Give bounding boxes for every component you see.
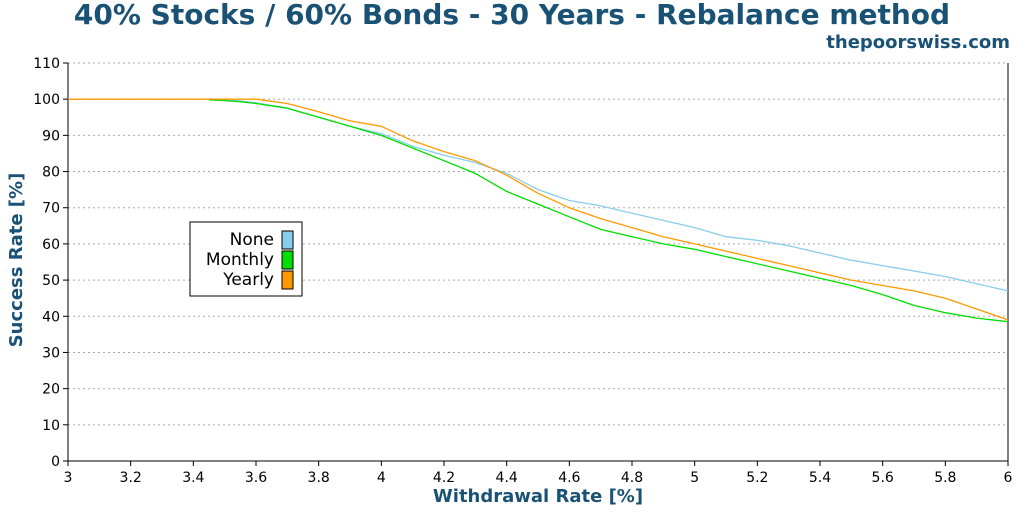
x-tick-label: 4 [377,470,386,486]
series-lines [68,98,1009,323]
x-tick-label: 4.8 [621,470,643,486]
watermark: thepoorswiss.com [826,32,1010,53]
legend-swatch-none [281,230,294,250]
axes: 0 10 20 30 40 50 60 70 80 90 100 110 3 3.2 3.4 3.6 3.8 4 4… [33,56,1012,486]
y-tick-label: 10 [42,418,60,434]
series-line-monthly [208,99,1009,323]
series-line-yearly [68,98,1009,321]
x-tick-label: 6 [1004,470,1013,486]
legend-swatch-yearly [281,270,294,290]
x-tick-label: 4.2 [433,470,455,486]
legend-label-none: None [230,230,274,250]
y-tick-label: 20 [42,382,60,398]
y-tick-label: 0 [51,454,60,470]
y-tick-label: 80 [42,165,60,181]
x-tick-label: 5.4 [809,470,831,486]
y-axis-title: Success Rate [%] [6,173,27,348]
y-tick-label: 40 [42,309,60,325]
grid-lines [68,62,1008,426]
y-tick-label: 60 [42,237,60,253]
x-tick-label: 3.6 [245,470,267,486]
x-tick-label: 5.8 [934,470,956,486]
x-tick-label: 5.6 [872,470,894,486]
x-axis-title: Withdrawal Rate [%] [433,486,643,507]
y-tick-label: 70 [42,201,60,217]
x-tick-label: 5 [690,470,699,486]
x-tick-label: 5.2 [746,470,768,486]
x-tick-label: 3 [64,470,73,486]
x-tick-label: 3.2 [120,470,142,486]
y-tick-label: 100 [33,92,60,108]
x-tick-label: 3.8 [308,470,330,486]
legend-label-monthly: Monthly [206,250,274,270]
legend-swatch-monthly [281,250,294,270]
y-tick-label: 50 [42,273,60,289]
x-tick-label: 4.4 [496,470,518,486]
legend-label-yearly: Yearly [222,270,274,290]
x-tick-label: 3.4 [182,470,204,486]
chart-title: 40% Stocks / 60% Bonds - 30 Years - Reba… [73,0,951,31]
y-tick-label: 110 [33,56,60,72]
y-tick-label: 90 [42,128,60,144]
y-tick-label: 30 [42,345,60,361]
x-tick-label: 4.6 [558,470,580,486]
